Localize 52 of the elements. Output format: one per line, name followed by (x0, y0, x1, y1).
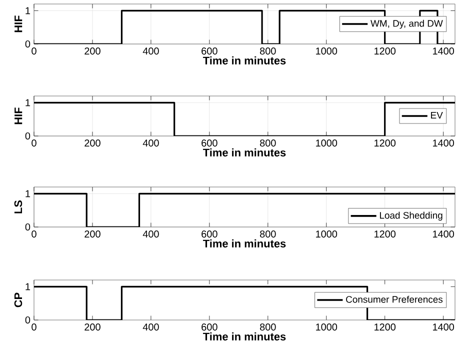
x-tick-label: 0 (32, 230, 36, 238)
x-tick-label: 200 (84, 140, 100, 147)
x-tick-label: 600 (202, 140, 218, 147)
x-tick-label: 400 (142, 324, 159, 331)
x-tick-label: 1200 (374, 48, 396, 55)
x-tick-label: 0 (32, 48, 36, 55)
x-tick-label: 1200 (374, 230, 396, 238)
x-tick-label: 600 (202, 324, 218, 331)
x-tick-label: 1200 (374, 324, 396, 331)
x-tick-label: 600 (202, 230, 218, 238)
y-tick-label: 0 (25, 40, 30, 48)
x-tick-label: 0 (32, 140, 36, 147)
x-tick-label: 200 (84, 230, 100, 238)
y-tick-label: 0 (25, 132, 30, 140)
x-tick-label: 800 (260, 324, 276, 331)
y-axis-title: HIF (14, 108, 22, 124)
y-axis-title: HIF (14, 16, 22, 32)
x-axis-title: Time in minutes (203, 239, 286, 248)
x-tick-label: 400 (142, 48, 159, 55)
x-tick-label: 1000 (316, 230, 338, 238)
x-tick-label: 400 (142, 230, 159, 238)
y-tick-label: 1 (26, 283, 30, 290)
x-tick-label: 200 (84, 324, 100, 331)
x-tick-label: 1400 (433, 230, 454, 238)
x-tick-label: 800 (260, 140, 276, 147)
x-tick-label: 800 (260, 48, 276, 55)
x-axis-title: Time in minutes (203, 56, 286, 64)
y-tick-label: 0 (25, 223, 30, 231)
y-tick-label: 0 (25, 316, 30, 324)
x-tick-label: 1000 (316, 140, 338, 147)
x-tick-label: 1400 (433, 324, 454, 331)
x-tick-label: 600 (202, 48, 218, 55)
y-axis-title: LS (14, 200, 22, 214)
x-tick-label: 400 (142, 140, 159, 147)
x-axis-title: Time in minutes (203, 148, 286, 156)
y-tick-label: 1 (26, 7, 30, 14)
y-tick-label: 1 (26, 190, 30, 198)
x-tick-label: 800 (260, 230, 276, 238)
legend-label: EV (431, 112, 443, 119)
x-tick-label: 200 (84, 48, 100, 55)
x-tick-label: 1400 (433, 140, 454, 147)
x-tick-label: 1400 (433, 48, 454, 55)
x-axis-title: Time in minutes (203, 332, 286, 340)
legend-label: Consumer Preferences (346, 296, 443, 303)
x-tick-label: 1000 (316, 324, 338, 331)
y-axis-title: CP (14, 292, 22, 308)
legend-label: WM, Dy, and DW (370, 20, 443, 29)
x-tick-label: 1000 (316, 48, 338, 55)
x-tick-label: 1200 (374, 140, 396, 147)
legend-label: Load Shedding (380, 212, 442, 221)
y-tick-label: 1 (26, 99, 30, 106)
x-tick-label: 0 (32, 324, 36, 331)
